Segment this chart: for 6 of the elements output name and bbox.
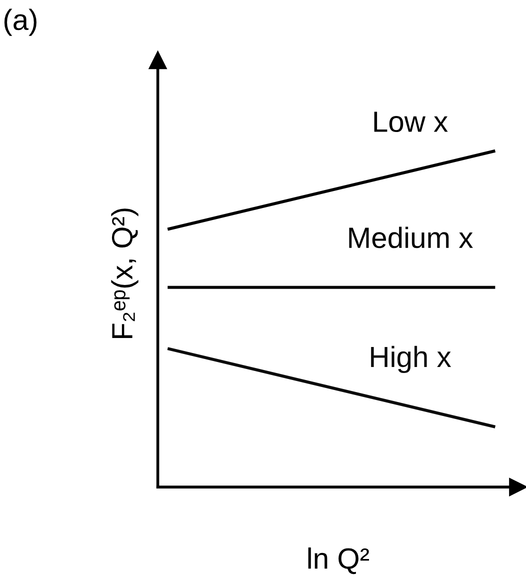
series-label: Low x <box>374 112 448 132</box>
series-label: High x <box>371 346 452 374</box>
text: (a) <box>4 8 36 36</box>
series-label: Medium x <box>349 226 473 248</box>
y-axis-title: F₂ᵉᵖ(x, Q²) <box>111 208 138 338</box>
x-axis-title: ln Q² <box>308 547 369 574</box>
